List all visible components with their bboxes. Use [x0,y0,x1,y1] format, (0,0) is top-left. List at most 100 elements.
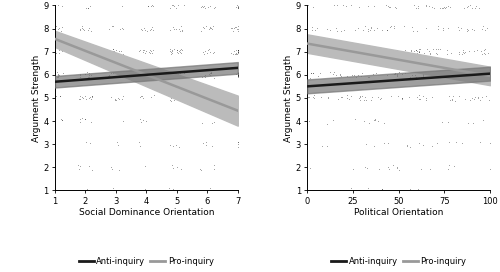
Point [310,51,318,55]
Point [234,29,242,33]
Point [408,73,416,77]
Point [436,5,444,10]
Point [234,74,242,78]
Point [206,50,214,55]
Point [336,72,344,76]
Point [140,1,148,5]
Point [354,26,362,30]
Point [176,70,184,75]
Point [168,47,176,52]
Point [384,165,392,169]
Point [343,96,351,101]
Point [390,26,398,30]
Point [52,70,60,74]
Point [205,72,213,76]
Point [427,73,435,77]
Point [448,73,456,77]
Point [111,97,119,101]
Point [426,49,434,53]
Point [440,5,448,10]
Point [86,73,94,77]
Point [207,26,215,30]
Point [234,189,242,193]
Point [448,96,456,101]
Point [434,26,442,31]
Point [227,96,235,100]
Point [196,167,204,171]
Point [210,96,218,100]
Y-axis label: Argument Strength: Argument Strength [32,54,40,141]
Point [480,48,488,52]
Point [208,70,216,75]
Point [470,2,478,7]
Point [170,47,178,51]
Point [196,95,204,100]
Point [208,70,216,75]
Point [86,141,94,145]
Point [378,187,386,191]
Point [478,188,486,193]
Point [392,6,400,10]
Point [174,72,182,76]
Point [104,51,112,55]
Point [305,119,313,123]
Point [84,6,92,10]
Point [84,52,92,57]
Point [318,144,326,149]
Point [176,48,184,53]
Point [338,49,346,54]
Point [208,144,216,148]
Point [200,74,208,79]
Point [173,1,181,5]
Point [312,48,320,52]
Point [139,48,147,52]
Point [352,75,360,80]
Point [139,118,147,122]
Point [422,2,430,7]
Point [408,25,416,29]
Point [380,121,388,126]
Point [172,143,180,147]
Point [440,73,448,77]
Point [234,71,242,75]
Point [454,25,462,29]
Point [56,94,64,98]
Point [454,70,462,75]
Point [78,1,86,6]
Point [326,70,334,74]
X-axis label: Social Dominance Orientation: Social Dominance Orientation [78,208,214,217]
Point [78,95,86,99]
Point [80,27,88,31]
Point [464,74,472,78]
Point [333,189,341,194]
Point [54,3,62,7]
Point [316,188,324,193]
Point [398,97,406,101]
Point [470,28,478,32]
Point [414,97,422,101]
Point [180,95,188,99]
Point [316,71,324,75]
Point [444,166,452,171]
Point [234,72,242,76]
Point [356,94,364,98]
Point [415,141,423,145]
Point [412,75,420,79]
Point [233,27,241,31]
Point [461,97,469,102]
Point [412,73,420,77]
Point [308,71,316,75]
Point [105,73,113,77]
Point [86,190,94,194]
Point [140,75,148,80]
Point [407,49,415,54]
Point [384,141,392,145]
Point [370,4,378,9]
Point [167,52,175,56]
Point [358,94,366,98]
Point [443,48,451,52]
Point [166,98,174,102]
Point [80,28,88,32]
Point [234,50,242,54]
Point [202,75,209,79]
